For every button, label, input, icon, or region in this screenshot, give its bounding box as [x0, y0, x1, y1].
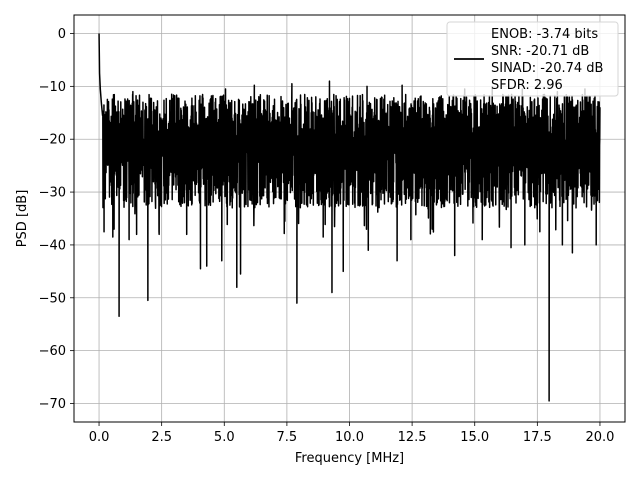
x-tick-label: 17.5	[523, 430, 552, 445]
x-tick-label: 15.0	[460, 430, 489, 445]
x-tick-label: 5.0	[214, 430, 235, 445]
y-tick-label: −50	[39, 291, 66, 306]
y-tick-label: −10	[39, 80, 66, 95]
series-line	[98, 33, 601, 402]
y-tick-label: −40	[39, 238, 66, 253]
y-tick-label: −70	[39, 397, 66, 412]
y-tick-label: 0	[58, 27, 66, 42]
y-tick-label: −60	[39, 344, 66, 359]
y-axis-label: PSD [dB]	[15, 190, 30, 248]
x-tick-label: 12.5	[398, 430, 427, 445]
legend-box	[446, 21, 619, 97]
y-axis: 0 −10 −20 −30 −40 −50 −60 −70	[39, 27, 74, 412]
legend-entry-sinad: SINAD: -20.74 dB	[491, 61, 603, 76]
plot-content	[98, 33, 601, 402]
x-tick-label: 7.5	[277, 430, 298, 445]
x-tick-label: 10.0	[335, 430, 364, 445]
x-axis-label: Frequency [MHz]	[295, 451, 404, 466]
x-tick-label: 0.0	[89, 430, 110, 445]
legend: ENOB: -3.74 bits SNR: -20.71 dB SINAD: -…	[446, 21, 619, 97]
y-tick-label: −20	[39, 133, 66, 148]
x-axis: 0.0 2.5 5.0 7.5 10.0 12.5 15.0 17.5 20.0	[89, 422, 614, 445]
x-tick-label: 20.0	[585, 430, 614, 445]
x-tick-label: 2.5	[151, 430, 172, 445]
legend-entry-snr: SNR: -20.71 dB	[491, 44, 589, 59]
legend-entry-sfdr: SFDR: 2.96	[491, 78, 563, 93]
legend-entry-enob: ENOB: -3.74 bits	[491, 27, 598, 42]
y-tick-label: −30	[39, 186, 66, 201]
